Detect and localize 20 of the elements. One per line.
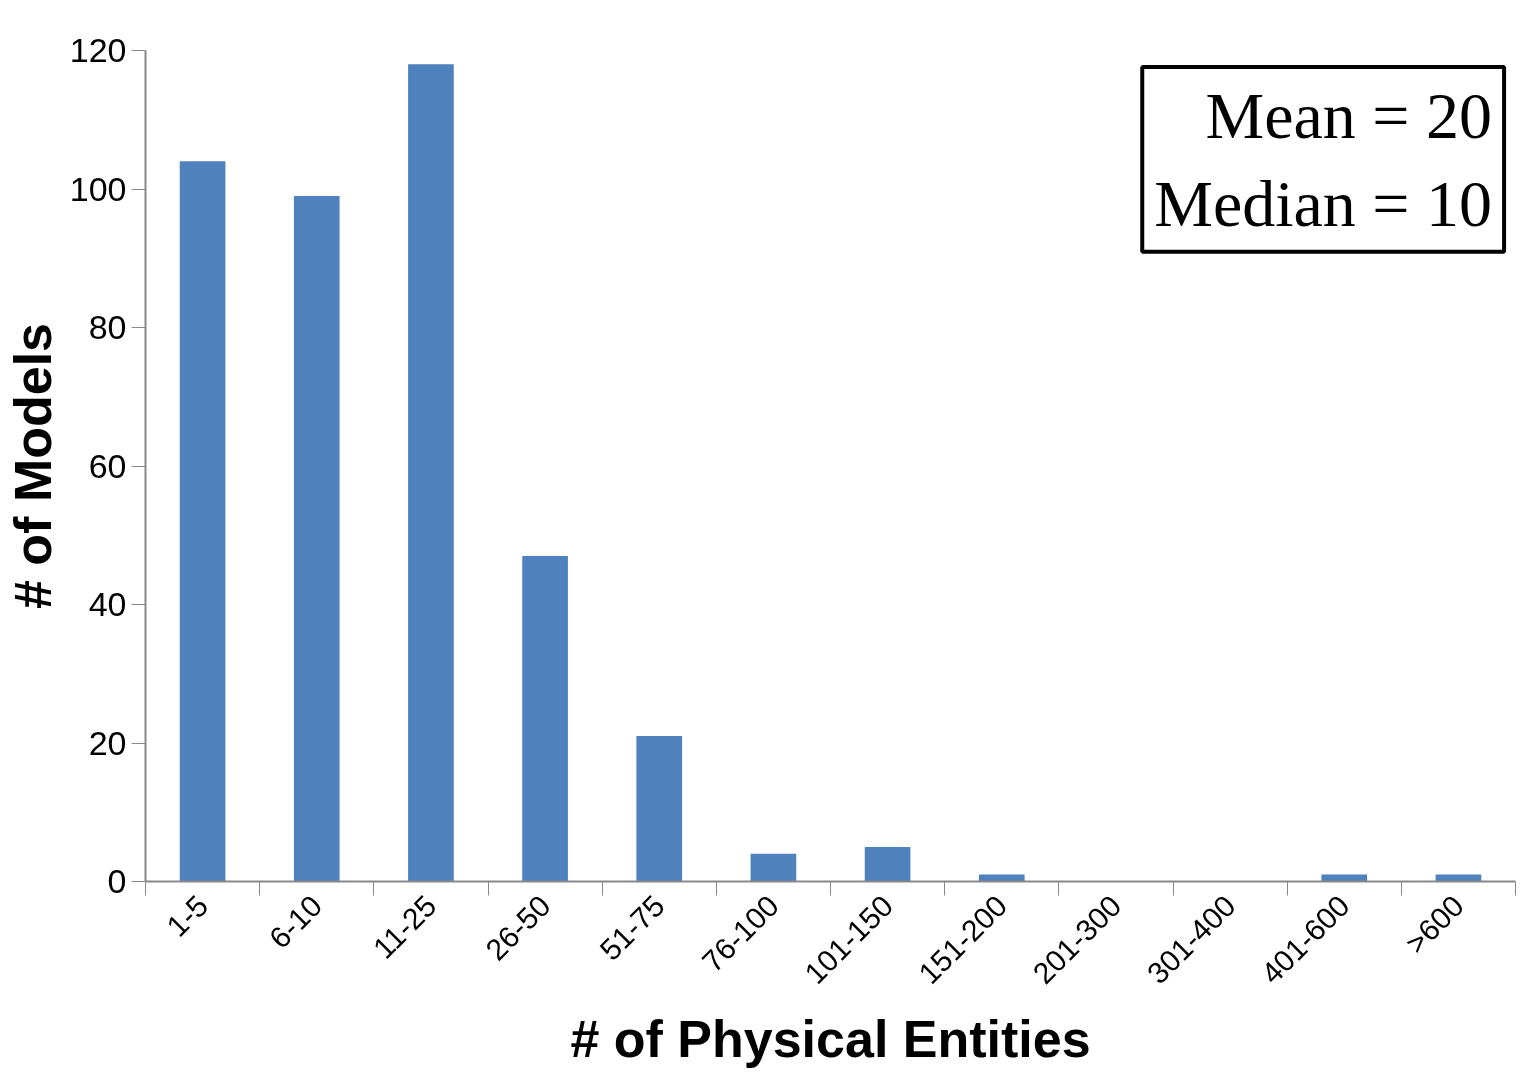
x-tick-label: 6-10 xyxy=(262,888,329,955)
bar xyxy=(408,64,454,882)
y-tick-label: 20 xyxy=(88,723,127,762)
bar xyxy=(636,736,683,882)
bar xyxy=(179,161,226,882)
y-tick-label: 100 xyxy=(69,169,127,208)
y-tick-label: 80 xyxy=(88,308,127,346)
y-tick-label: 60 xyxy=(88,446,127,485)
annotation: Median = 10 xyxy=(1154,166,1493,240)
bar xyxy=(750,853,797,882)
y-tick-label: 40 xyxy=(88,585,127,623)
y-tick-label: 0 xyxy=(107,862,127,900)
bar xyxy=(864,846,911,882)
y-axis-title: # of Models xyxy=(3,322,62,610)
x-tick-label: 1-5 xyxy=(160,888,215,943)
bar xyxy=(293,195,340,882)
x-axis-title: # of Physical Entities xyxy=(570,1009,1091,1068)
annotation: Mean = 20 xyxy=(1205,79,1493,153)
y-tick-label: 120 xyxy=(69,31,127,69)
bar xyxy=(522,556,568,882)
